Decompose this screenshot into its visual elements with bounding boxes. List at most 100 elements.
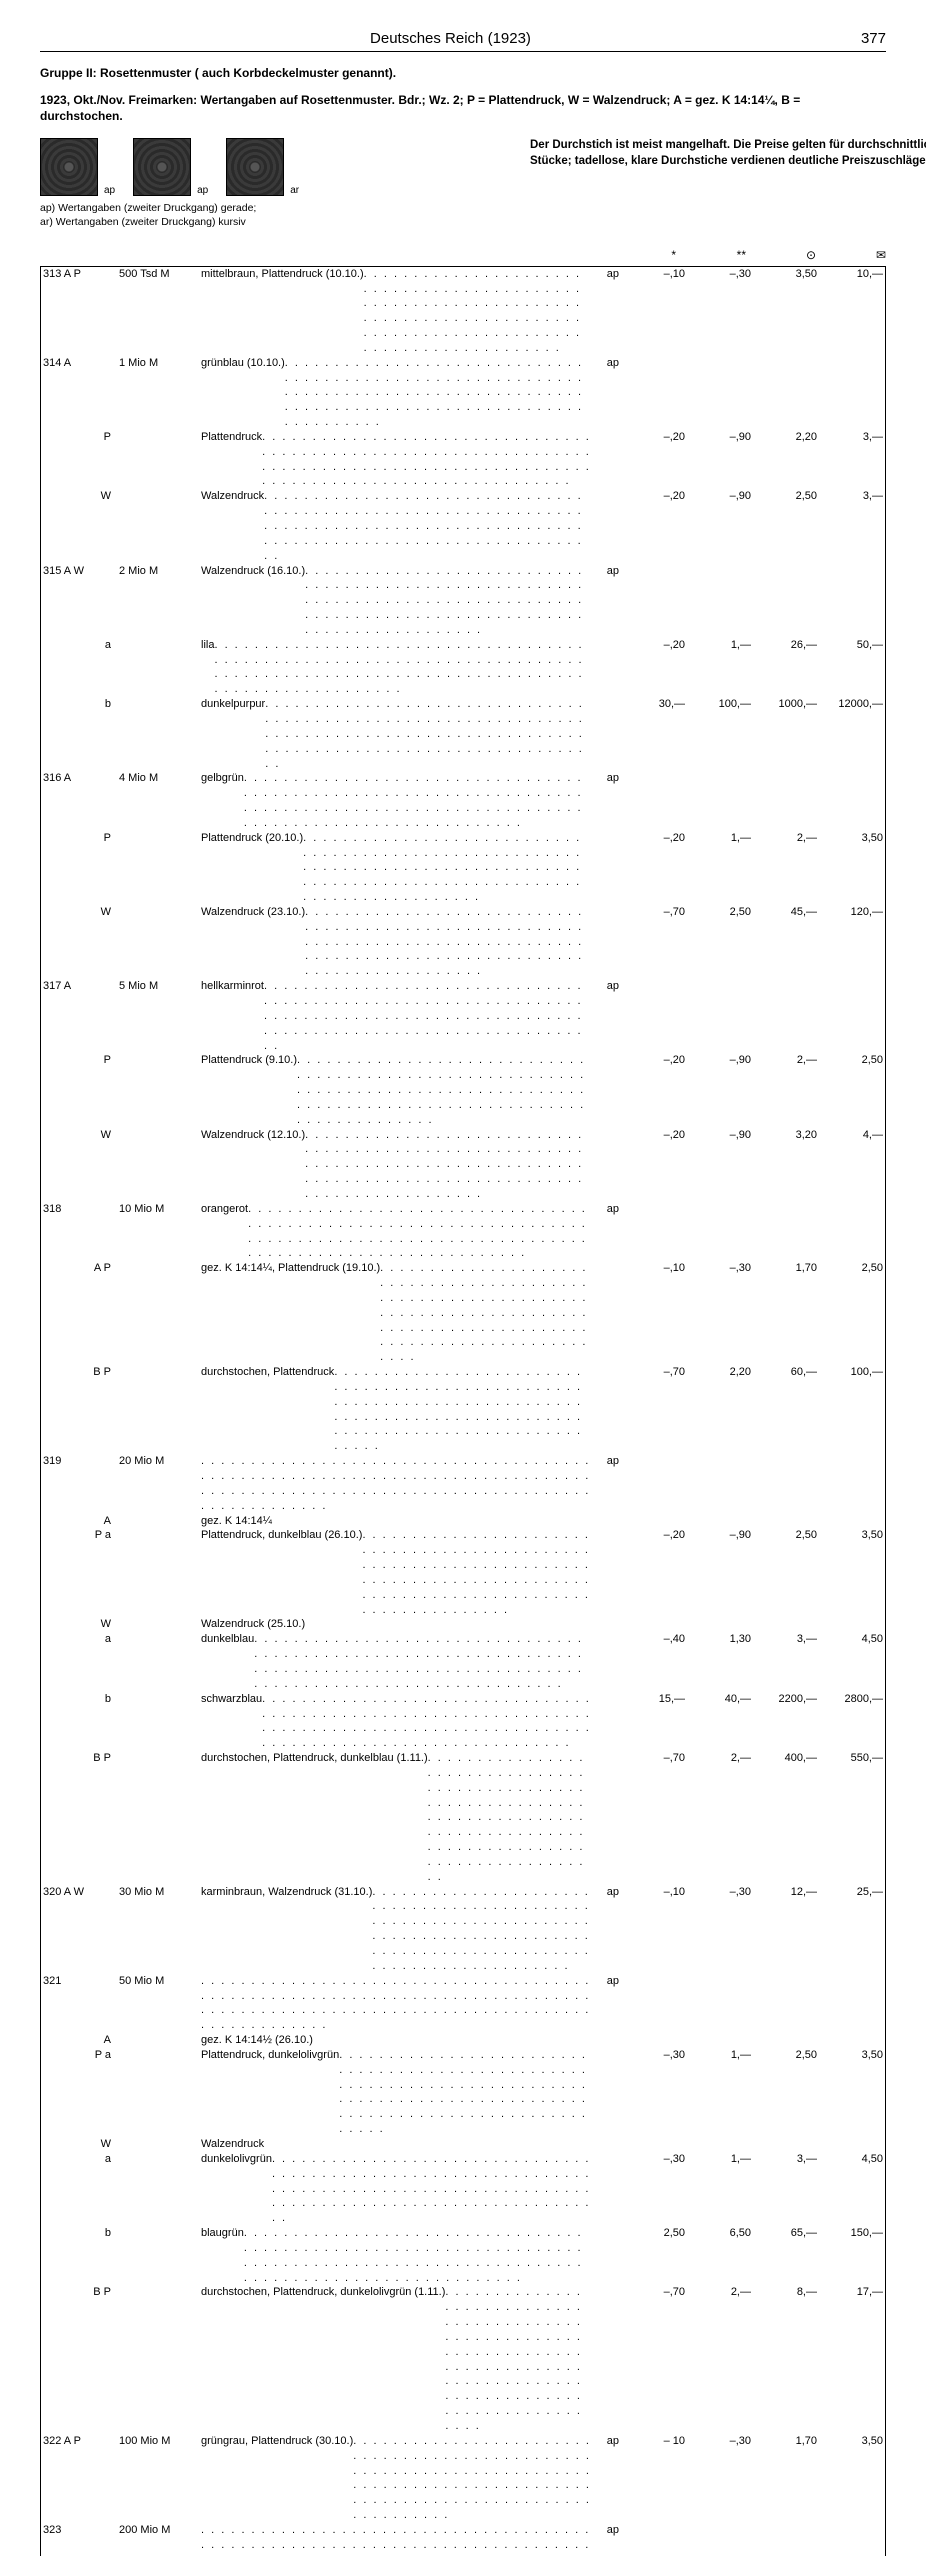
suffix	[593, 1528, 621, 1617]
face-value	[117, 2152, 199, 2226]
price-cell	[753, 979, 819, 1053]
thumbs-area: ap ap ar Der Durchstich ist meist mangel…	[40, 138, 886, 196]
price-cell: –,40	[621, 1632, 687, 1691]
face-value	[117, 1617, 199, 1632]
description: hellkarminrot	[199, 979, 593, 1053]
price-cell	[753, 1454, 819, 1513]
catalog-table: 313 A P500 Tsd Mmittelbraun, Plattendruc…	[40, 266, 886, 2556]
description: Plattendruck (9.10.)	[199, 1053, 593, 1127]
face-value	[117, 905, 199, 979]
catalog-number: 317 A	[41, 979, 118, 1053]
price-cell	[753, 1974, 819, 2033]
side-note: Der Durchstich ist meist mangelhaft. Die…	[530, 138, 926, 169]
suffix: ap	[593, 2523, 621, 2556]
stamp-thumb	[133, 138, 191, 196]
price-cell: –,20	[621, 638, 687, 697]
price-cell	[819, 2137, 886, 2152]
price-cell	[687, 1514, 753, 1529]
table-row: WWalzendruck (23.10.)–,702,5045,—120,—	[41, 905, 886, 979]
price-cell: –,20	[621, 489, 687, 563]
price-cell: –,30	[621, 2152, 687, 2226]
face-value: 100 Mio M	[117, 2434, 199, 2523]
table-row: alila–,201,—26,—50,—	[41, 638, 886, 697]
description: Plattendruck, dunkelolivgrün	[199, 2048, 593, 2137]
description: lila	[199, 638, 593, 697]
price-cell: –,10	[621, 1261, 687, 1365]
price-cell	[687, 2033, 753, 2048]
face-value	[117, 1528, 199, 1617]
page-number: 377	[861, 30, 886, 47]
price-cell: 2800,—	[819, 1692, 886, 1751]
catalog-number: b	[41, 1692, 118, 1751]
description: dunkelolivgrün	[199, 2152, 593, 2226]
table-row: B Pdurchstochen, Plattendruck–,702,2060,…	[41, 1365, 886, 1454]
description: dunkelblau	[199, 1632, 593, 1691]
face-value	[117, 1053, 199, 1127]
price-cell: 400,—	[753, 1751, 819, 1885]
catalog-number: A	[41, 1514, 118, 1529]
price-cell	[753, 1617, 819, 1632]
face-value: 2 Mio M	[117, 564, 199, 638]
thumb-wrap: ap	[133, 138, 208, 196]
price-cell: –,30	[687, 1261, 753, 1365]
description: Walzendruck	[199, 489, 593, 563]
price-cell	[621, 2033, 687, 2048]
price-cell: 150,—	[819, 2226, 886, 2285]
price-cell	[687, 2137, 753, 2152]
price-cell: –,30	[687, 2434, 753, 2523]
description: gelbgrün	[199, 771, 593, 830]
price-cell: 2,—	[687, 1751, 753, 1885]
suffix: ap	[593, 1885, 621, 1974]
description: Plattendruck, dunkelblau (26.10.)	[199, 1528, 593, 1617]
face-value	[117, 1514, 199, 1529]
table-row: 31810 Mio Morangerotap	[41, 1202, 886, 1261]
catalog-number: P a	[41, 1528, 118, 1617]
face-value: 20 Mio M	[117, 1454, 199, 1513]
face-value: 30 Mio M	[117, 1885, 199, 1974]
table-row: bdunkelpurpur30,—100,—1000,—12000,—	[41, 697, 886, 771]
price-cell: 10,—	[819, 266, 886, 356]
price-cell: 2,50	[753, 489, 819, 563]
stamp-thumb	[226, 138, 284, 196]
price-cell	[819, 1514, 886, 1529]
table-row: 313 A P500 Tsd Mmittelbraun, Plattendruc…	[41, 266, 886, 356]
price-cell: –,90	[687, 430, 753, 489]
price-cell	[753, 2033, 819, 2048]
price-cell	[687, 1454, 753, 1513]
price-cell	[687, 1202, 753, 1261]
price-cell: 2,20	[687, 1365, 753, 1454]
catalog-number: 319	[41, 1454, 118, 1513]
price-cell	[753, 356, 819, 430]
catalog-number: B P	[41, 2285, 118, 2433]
price-cell: 2,50	[753, 1528, 819, 1617]
catalog-number: W	[41, 489, 118, 563]
price-cell: 1,70	[753, 2434, 819, 2523]
price-cell: 1,—	[687, 638, 753, 697]
intro-text: 1923, Okt./Nov. Freimarken: Wertangaben …	[40, 92, 886, 124]
price-cell: 2,50	[753, 2048, 819, 2137]
suffix	[593, 430, 621, 489]
suffix	[593, 905, 621, 979]
face-value	[117, 1692, 199, 1751]
thumb-legend-line: ar) Wertangaben (zweiter Druckgang) kurs…	[40, 216, 886, 230]
price-cell: –,10	[621, 266, 687, 356]
price-cell: 4,—	[819, 1128, 886, 1202]
description: grüngrau, Plattendruck (30.10.)	[199, 2434, 593, 2523]
table-row: WWalzendruck	[41, 2137, 886, 2152]
suffix	[593, 2137, 621, 2152]
catalog-number: W	[41, 2137, 118, 2152]
price-cell	[621, 1454, 687, 1513]
suffix: ap	[593, 2434, 621, 2523]
table-row: WWalzendruck (25.10.)	[41, 1617, 886, 1632]
suffix	[593, 1514, 621, 1529]
table-row: P aPlattendruck, dunkelolivgrün–,301,—2,…	[41, 2048, 886, 2137]
suffix	[593, 1692, 621, 1751]
table-row: PPlattendruck (20.10.)–,201,—2,—3,50	[41, 831, 886, 905]
catalog-number: b	[41, 2226, 118, 2285]
price-cell: –,70	[621, 2285, 687, 2433]
price-cell: –,70	[621, 1365, 687, 1454]
description: mittelbraun, Plattendruck (10.10.)	[199, 266, 593, 356]
catalog-number: a	[41, 638, 118, 697]
catalog-number: a	[41, 1632, 118, 1691]
price-cell	[621, 979, 687, 1053]
